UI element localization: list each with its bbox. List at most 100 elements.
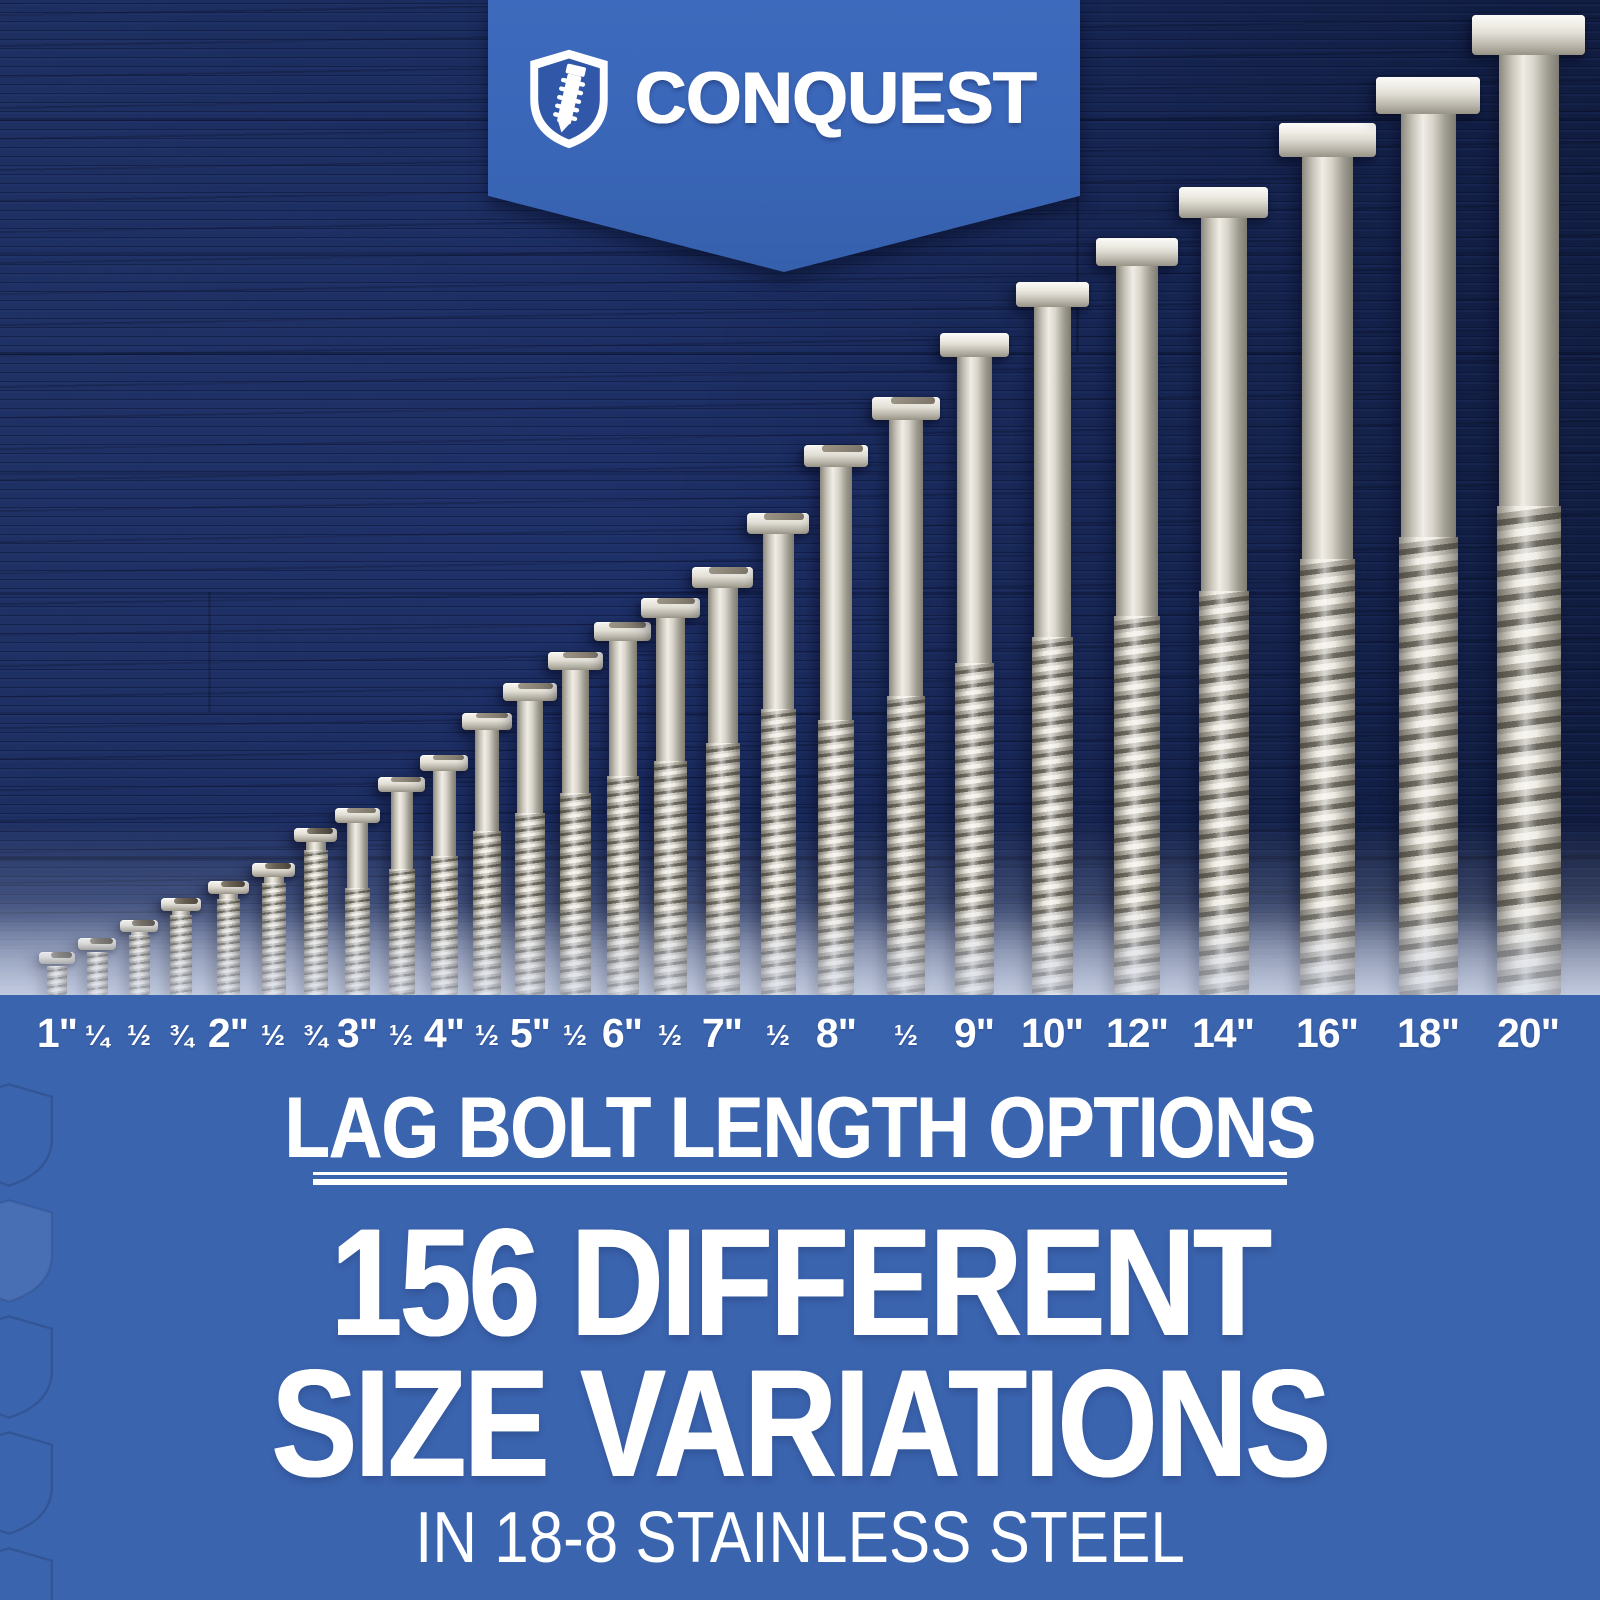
lag-bolt-1.75in (161, 898, 201, 995)
divider-line-thick (313, 1179, 1287, 1185)
bolt-head-face (347, 808, 376, 813)
bolt-shank (433, 771, 456, 856)
lag-bolt-6.5in (640, 598, 700, 995)
bolt-head-face (173, 898, 198, 904)
size-label-5in: 5" (509, 1010, 551, 1056)
bolt-head-face (562, 652, 599, 658)
bolt-head-face (265, 863, 292, 870)
bolt-shank (608, 641, 637, 776)
bolt-hex-head (804, 445, 868, 467)
bolt-shank (956, 357, 992, 663)
plank-seam (0, 472, 1600, 475)
bolt-shank (305, 842, 326, 850)
bolt-threads (818, 720, 854, 995)
bolt-shank (346, 823, 368, 888)
bolt-head-face (657, 598, 695, 605)
size-label-5.5in: ½ (562, 1020, 588, 1052)
divider-line-thin (313, 1172, 1287, 1175)
bolt-threads (653, 761, 687, 995)
bolt-hex-head (593, 622, 651, 641)
bolt-threads (606, 776, 639, 995)
lag-bolt-1in (39, 952, 75, 995)
footer-heading: LAG BOLT LENGTH OPTIONS (284, 1080, 1317, 1176)
plank-seam (0, 712, 1600, 715)
size-label-3in: 3" (336, 1010, 378, 1056)
size-label-4in: 4" (423, 1010, 465, 1056)
bolt-threads (887, 696, 925, 995)
subheading: IN 18-8 STAINLESS STEEL (415, 1498, 1185, 1578)
size-label-1.25in: ¼ (84, 1020, 110, 1052)
plank-joint (208, 592, 211, 712)
bolt-hex-head (939, 333, 1009, 357)
bolt-shank (1301, 157, 1353, 559)
size-label-12in: 12" (1105, 1010, 1169, 1056)
brand-banner: CONQUEST (488, 0, 1080, 272)
bolt-threads (559, 793, 591, 995)
lag-bolt-9in (939, 333, 1009, 995)
bolt-threads (87, 952, 108, 995)
lag-bolt-3.5in (377, 777, 425, 995)
bolt-hex-head (39, 952, 75, 964)
bolt-shank (1033, 307, 1071, 637)
bolt-head-face (90, 938, 113, 944)
bolt-threads (170, 915, 192, 995)
bolt-head-face (764, 513, 805, 520)
bolt-shank (390, 792, 413, 869)
banner-content: CONQUEST (488, 0, 1080, 197)
lag-bolt-16in (1278, 123, 1376, 995)
lag-bolt-12in (1096, 238, 1178, 995)
plank-seam (0, 352, 1600, 355)
shield-watermark-icon (0, 1083, 54, 1187)
size-label-8.5in: ½ (893, 1020, 919, 1052)
bolt-shank (517, 701, 543, 813)
brand-name: CONQUEST (635, 58, 1037, 139)
bolt-hex-head (251, 863, 295, 877)
bolt-hex-head (1376, 77, 1480, 114)
bolt-shank (263, 877, 284, 883)
bolt-hex-head (293, 828, 337, 842)
bolt-shank (655, 618, 685, 761)
lag-bolt-18in (1376, 77, 1480, 995)
size-label-1.5in: ½ (126, 1020, 152, 1052)
bolt-hex-head (872, 397, 940, 420)
bolt-hex-head (420, 755, 468, 771)
bolt-shank (889, 420, 923, 696)
shield-watermark-icon (0, 1547, 54, 1600)
bolt-head-face (1278, 123, 1376, 136)
bolt-threads (954, 663, 994, 995)
bolt-threads (388, 869, 415, 995)
bolt-head-face (1015, 282, 1089, 291)
bolt-shank (1200, 218, 1247, 591)
bolt-threads (473, 831, 501, 995)
bolt-hex-head (161, 898, 201, 911)
bolt-threads (1496, 506, 1561, 995)
bolt-head-face (939, 333, 1009, 342)
size-label-1.75in: ¾ (168, 1020, 194, 1052)
lag-bolt-14in (1178, 187, 1268, 995)
lag-bolt-10in (1015, 282, 1089, 995)
plank-seam (0, 592, 1600, 595)
bolt-head-face (433, 755, 465, 761)
bolt-threads (761, 709, 796, 995)
bolt-shank (820, 467, 852, 720)
headline-line1: 156 DIFFERENT (330, 1197, 1272, 1368)
bolt-shank (763, 534, 794, 709)
bolt-hex-head (1015, 282, 1089, 307)
size-label-7in: 7" (701, 1010, 743, 1056)
size-label-6.5in: ½ (657, 1020, 683, 1052)
size-label-1in: 1" (36, 1010, 78, 1056)
lag-bolt-2.75in (293, 828, 337, 995)
footer-panel: 1" ¼ ½ ¾ 2" ½ ¾ 3" ½ 4" ½ 5" ½ 6" ½ 7" ½ 8" ½ 9" 10" 12" 14" 16… (0, 995, 1600, 1600)
bolt-head-face (821, 445, 863, 453)
bolt-shank (707, 588, 738, 743)
shield-watermark-icon (0, 1431, 54, 1535)
bolt-head-face (708, 567, 748, 574)
bolt-threads (1031, 637, 1073, 995)
bolt-hex-head (334, 808, 380, 823)
bolt-hex-head (78, 938, 116, 950)
bolt-head-face (891, 397, 935, 405)
bolt-threads (431, 856, 458, 995)
bolt-threads (1399, 537, 1458, 995)
bolt-head-face (390, 777, 421, 782)
